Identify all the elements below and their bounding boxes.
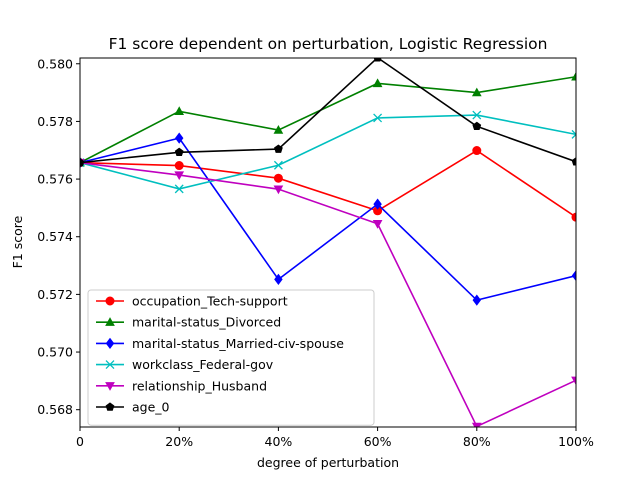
data-point xyxy=(373,113,383,123)
series-line xyxy=(80,58,576,164)
x-tick-label: 0 xyxy=(76,434,84,449)
x-tick-label: 80% xyxy=(463,434,491,449)
series-line xyxy=(80,137,576,302)
series-occupation_Tech-support xyxy=(80,146,576,222)
legend: occupation_Tech-support marital-status_Di… xyxy=(87,289,375,426)
data-point xyxy=(174,106,185,116)
legend-swatch-marker xyxy=(105,337,115,350)
x-axis: 0 20% 40% 60% 80% 100% xyxy=(76,427,594,449)
series-marital-status_Married-civ-spouse xyxy=(80,132,576,306)
data-point xyxy=(174,132,184,144)
legend-label: workclass_Federal-gov xyxy=(132,357,274,372)
series-workclass_Federal-gov xyxy=(80,110,576,194)
chart-title: F1 score dependent on perturbation, Logi… xyxy=(109,35,548,53)
x-tick-label: 60% xyxy=(364,434,392,449)
legend-label: relationship_Husband xyxy=(132,378,267,393)
y-tick-label: 0.570 xyxy=(37,345,73,360)
legend-swatch-marker xyxy=(105,402,115,411)
data-point xyxy=(80,158,85,167)
legend-item: marital-status_Married-civ-spouse xyxy=(96,336,344,351)
y-tick-label: 0.578 xyxy=(37,114,73,129)
series-age_0 xyxy=(80,58,576,167)
data-point xyxy=(273,160,283,170)
data-point xyxy=(373,58,382,62)
x-tick-label: 100% xyxy=(558,434,594,449)
data-point xyxy=(571,376,576,386)
x-axis-label: degree of perturbation xyxy=(257,455,399,470)
legend-swatch-marker xyxy=(105,296,115,306)
data-point xyxy=(273,185,284,195)
data-point xyxy=(472,146,482,156)
legend-swatch-marker xyxy=(105,360,115,370)
x-tick-label: 40% xyxy=(265,434,293,449)
y-tick-label: 0.574 xyxy=(37,229,73,244)
data-point xyxy=(472,110,482,120)
data-point xyxy=(472,294,482,306)
data-point xyxy=(571,129,576,139)
data-point xyxy=(571,157,576,166)
data-point xyxy=(471,87,482,97)
legend-swatch-marker xyxy=(105,317,115,326)
legend-label: age_0 xyxy=(132,400,170,415)
y-tick-label: 0.580 xyxy=(37,56,73,71)
y-tick-label: 0.576 xyxy=(37,172,73,187)
y-axis: 0.568 0.570 0.572 0.574 0.576 0.578 0.580 xyxy=(37,56,80,417)
legend-item: workclass_Federal-gov xyxy=(96,357,274,372)
series-line xyxy=(80,75,576,164)
data-point xyxy=(571,270,576,282)
data-point xyxy=(472,121,482,131)
y-tick-label: 0.568 xyxy=(37,402,73,417)
legend-item: occupation_Tech-support xyxy=(96,294,288,309)
legend-label: occupation_Tech-support xyxy=(132,294,288,309)
data-point xyxy=(274,273,283,286)
data-point xyxy=(174,147,184,156)
series-line xyxy=(80,161,576,427)
data-point xyxy=(273,125,284,134)
series-line xyxy=(80,149,576,218)
data-point xyxy=(174,161,184,171)
legend-label: marital-status_Married-civ-spouse xyxy=(132,336,344,351)
data-point xyxy=(174,184,184,194)
plot-frame xyxy=(79,57,577,428)
legend-item: age_0 xyxy=(96,400,170,415)
data-point xyxy=(571,212,576,222)
y-tick-label: 0.572 xyxy=(37,287,73,302)
legend-item: marital-status_Divorced xyxy=(96,315,281,330)
data-point xyxy=(372,220,383,229)
series-marital-status_Divorced xyxy=(80,71,576,167)
data-point xyxy=(273,173,283,183)
data-point xyxy=(372,78,383,88)
data-point xyxy=(373,198,382,210)
legend-swatch-marker xyxy=(105,382,115,391)
x-tick-label: 20% xyxy=(165,434,193,449)
data-point xyxy=(571,71,576,81)
legend-label: marital-status_Divorced xyxy=(132,315,281,330)
legend-item: relationship_Husband xyxy=(96,378,267,393)
y-axis-label: F1 score xyxy=(10,215,25,268)
data-point xyxy=(174,171,185,181)
legend-box xyxy=(87,289,375,426)
data-point xyxy=(274,144,283,153)
series-line xyxy=(80,114,576,190)
